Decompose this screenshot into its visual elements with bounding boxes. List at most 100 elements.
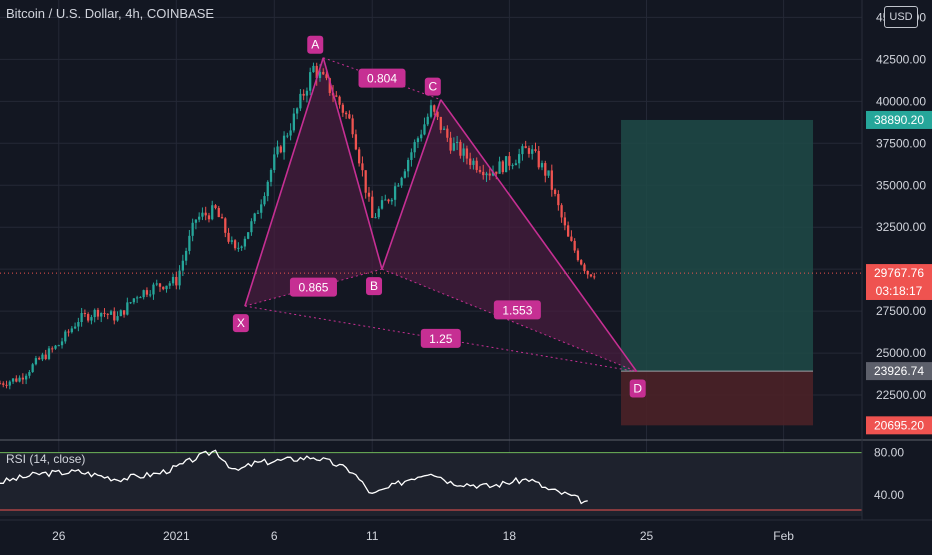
ratio-label-box <box>493 300 541 320</box>
pattern-leg-ab[interactable] <box>322 57 383 270</box>
candle-body <box>64 331 67 342</box>
candle-body <box>322 71 325 75</box>
candle-body <box>80 313 83 323</box>
candle-body <box>21 377 24 380</box>
candle-body <box>184 250 188 261</box>
pattern-point-label-d: D <box>633 382 642 396</box>
candle-body <box>171 276 175 284</box>
pattern-fill-bcd <box>382 99 637 372</box>
candle-body <box>335 95 338 97</box>
pattern-point-box-c[interactable] <box>424 77 441 96</box>
candle-body <box>377 208 380 218</box>
rsi-axis-tick: 80.00 <box>874 446 904 460</box>
candle-body <box>289 130 292 136</box>
candle-body <box>485 173 488 176</box>
candle-body <box>312 65 315 73</box>
candle-body <box>576 250 580 261</box>
candle-body <box>491 171 495 176</box>
pattern-point-label-c: C <box>428 80 437 94</box>
candle-body <box>204 212 207 216</box>
candle-body <box>410 152 413 160</box>
time-axis-tick: 11 <box>366 529 379 543</box>
candle-body <box>217 208 220 218</box>
price-label-text-target: 38890.20 <box>874 113 924 127</box>
candle-body <box>28 372 31 376</box>
candle-body <box>420 134 423 139</box>
time-axis-tick: Feb <box>773 529 794 543</box>
candle-body <box>413 142 416 153</box>
candle-body <box>358 149 361 164</box>
candle-body <box>83 313 87 315</box>
candle-body <box>224 218 227 233</box>
pattern-point-box-x[interactable] <box>232 314 249 333</box>
candle-body <box>589 274 593 277</box>
candle-body <box>211 205 214 220</box>
candle-body <box>5 384 8 386</box>
candle-body <box>305 90 309 96</box>
pattern-leg-xa[interactable] <box>244 57 325 307</box>
candle-body <box>524 146 527 149</box>
candle-body <box>547 170 550 176</box>
price-axis-tick: 40000.00 <box>876 94 926 108</box>
chart-title: Bitcoin / U.S. Dollar, 4h, COINBASE <box>6 6 215 21</box>
candle-body <box>527 148 531 154</box>
candle-body <box>429 105 433 117</box>
candle-body <box>243 238 247 247</box>
rsi-axis-tick: 40.00 <box>874 488 904 502</box>
candle-body <box>256 212 260 214</box>
time-axis-tick: 2021 <box>163 529 190 543</box>
price-label-countdown <box>866 281 932 300</box>
candle-body <box>135 297 139 299</box>
candle-body <box>11 378 15 382</box>
candle-body <box>400 177 403 186</box>
pattern-point-box-d[interactable] <box>629 379 646 398</box>
candle-body <box>583 264 586 271</box>
candle-body <box>475 160 478 170</box>
candle-body <box>426 116 429 125</box>
candle-body <box>433 105 436 112</box>
candle-body <box>129 302 132 304</box>
candle-body <box>214 205 217 209</box>
candle-body <box>230 240 233 242</box>
candle-body <box>240 246 243 248</box>
time-axis-tick: 26 <box>52 529 66 543</box>
candle-body <box>361 163 364 171</box>
pattern-point-box-b[interactable] <box>366 277 383 296</box>
candle-body <box>439 116 442 130</box>
candle-body <box>194 219 198 223</box>
target-zone[interactable] <box>621 119 814 372</box>
candle-body <box>237 247 240 249</box>
candle-body <box>416 138 420 143</box>
candle-body <box>122 310 126 315</box>
candle-body <box>534 149 537 151</box>
ratio-label: 1.553 <box>502 303 532 317</box>
candle-body <box>250 221 253 233</box>
candle-body <box>247 232 250 239</box>
pattern-leg-cd[interactable] <box>440 99 638 373</box>
candle-body <box>103 312 106 314</box>
pattern-leg-bc[interactable] <box>381 99 442 270</box>
candle-body <box>220 217 224 219</box>
ratio-label: 0.804 <box>367 72 397 86</box>
ratio-label-box <box>289 277 337 297</box>
candle-body <box>155 283 158 285</box>
time-axis-tick: 6 <box>271 529 278 543</box>
candle-body <box>227 232 230 242</box>
price-label-last <box>866 264 932 283</box>
candle-body <box>309 72 312 91</box>
candle-body <box>354 134 358 150</box>
candle-body <box>292 113 296 131</box>
pattern-point-box-a[interactable] <box>307 35 324 54</box>
pattern-ratio-line-bd <box>381 268 637 373</box>
candle-body <box>328 78 331 93</box>
candle-body <box>508 156 511 166</box>
price-label-text-last: 29767.76 <box>874 266 924 280</box>
currency-button[interactable]: USD <box>884 6 918 28</box>
stop-loss-zone[interactable] <box>621 371 814 426</box>
price-axis-tick: 25000.00 <box>876 346 926 360</box>
candle-body <box>24 375 28 380</box>
candle-body <box>113 311 116 321</box>
candle-body <box>580 260 583 265</box>
